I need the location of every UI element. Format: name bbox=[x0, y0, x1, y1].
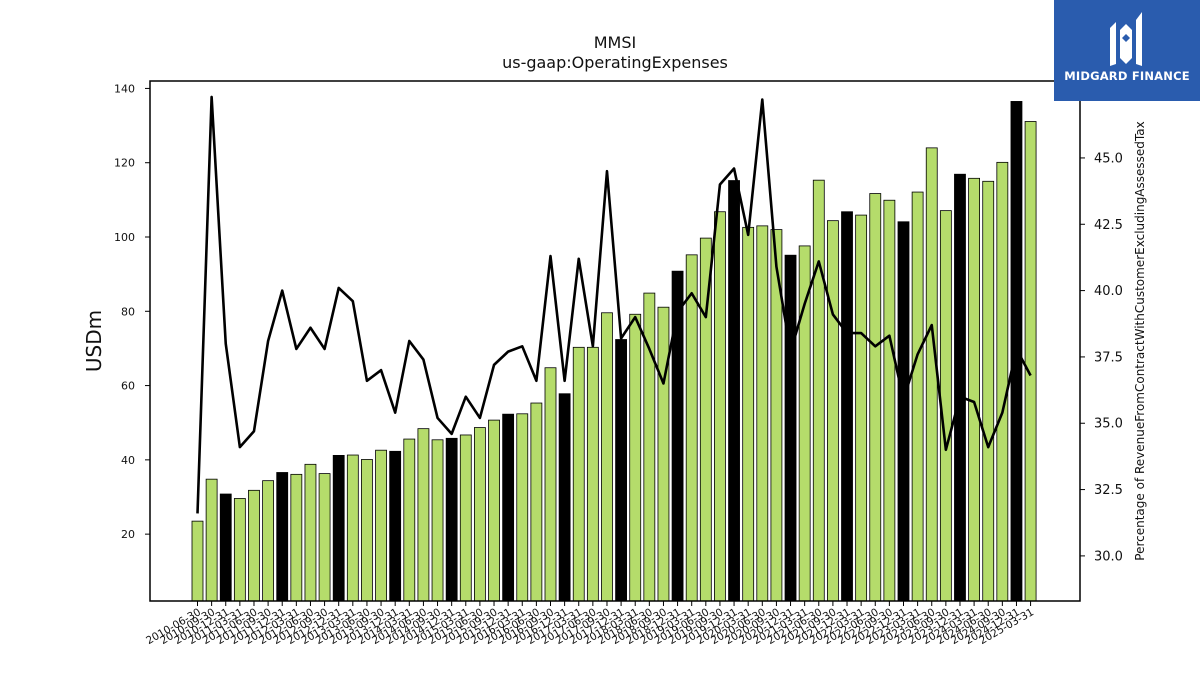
y-axis-label: USDm bbox=[82, 310, 106, 372]
bar bbox=[798, 245, 811, 602]
logo-text: MIDGARD FINANCE bbox=[1064, 69, 1190, 83]
bar bbox=[318, 473, 331, 602]
left-axis: 20 40 60 80 100 120 140 bbox=[114, 82, 150, 541]
y-tick-label: 60 bbox=[121, 380, 135, 393]
bar bbox=[728, 180, 740, 602]
bar bbox=[219, 493, 232, 602]
bar-series bbox=[191, 101, 1037, 602]
bar bbox=[346, 454, 359, 602]
bar bbox=[968, 177, 980, 602]
bar bbox=[304, 463, 317, 602]
bar bbox=[671, 270, 684, 602]
bar bbox=[911, 191, 924, 602]
bar bbox=[572, 346, 585, 602]
y-tick-label: 120 bbox=[114, 157, 135, 170]
y2-tick-label: 40.0 bbox=[1094, 284, 1123, 299]
x-axis: 2010-06-302010-09-302010-12-312011-03-31… bbox=[144, 601, 1036, 647]
bar bbox=[897, 221, 910, 602]
y2-tick-label: 32.5 bbox=[1094, 483, 1123, 498]
bar bbox=[445, 437, 458, 602]
y2-tick-label: 45.0 bbox=[1094, 151, 1123, 166]
bar bbox=[954, 173, 966, 602]
bar bbox=[629, 313, 642, 602]
bar bbox=[1024, 121, 1037, 602]
y-tick-label: 100 bbox=[114, 231, 135, 244]
bar bbox=[488, 419, 500, 602]
bar bbox=[558, 393, 571, 602]
bar bbox=[361, 459, 373, 602]
right-axis: 30.032.535.037.540.042.545.047.5 bbox=[1080, 85, 1123, 564]
bar bbox=[417, 428, 430, 602]
bar bbox=[869, 193, 882, 602]
bar bbox=[530, 402, 543, 602]
bar bbox=[827, 220, 839, 602]
bar bbox=[544, 367, 557, 602]
plot-frame bbox=[149, 80, 1081, 602]
bar bbox=[685, 254, 698, 602]
bar bbox=[982, 180, 995, 602]
bar bbox=[332, 454, 345, 602]
y2-tick-label: 37.5 bbox=[1094, 350, 1123, 365]
bar bbox=[248, 489, 260, 602]
bar bbox=[191, 520, 204, 602]
y2-tick-label: 42.5 bbox=[1094, 218, 1123, 233]
y2-tick-label: 30.0 bbox=[1094, 549, 1123, 564]
percentage-line bbox=[196, 95, 1032, 514]
bar bbox=[615, 339, 627, 602]
y-tick-label: 20 bbox=[121, 528, 135, 541]
bar bbox=[855, 214, 868, 602]
bar bbox=[205, 478, 218, 602]
bar bbox=[389, 450, 402, 602]
brand-logo: MIDGARD FINANCE bbox=[1054, 0, 1200, 101]
bar bbox=[403, 438, 416, 602]
bar bbox=[784, 254, 797, 602]
bar bbox=[459, 434, 472, 602]
bar bbox=[601, 312, 613, 602]
y-tick-label: 140 bbox=[114, 82, 135, 95]
bar bbox=[742, 226, 755, 602]
bar bbox=[925, 147, 938, 602]
bar bbox=[841, 211, 853, 602]
line-series-layer bbox=[196, 95, 1032, 514]
bar bbox=[233, 498, 246, 602]
bar bbox=[714, 211, 726, 602]
bar bbox=[375, 449, 387, 602]
y-tick-label: 80 bbox=[121, 305, 135, 318]
bar bbox=[502, 413, 515, 602]
chart-title: MMSI bbox=[594, 33, 636, 52]
y-tick-label: 40 bbox=[121, 454, 135, 467]
midgard-logo-icon bbox=[1110, 12, 1142, 66]
y2-tick-label: 35.0 bbox=[1094, 417, 1123, 432]
bar bbox=[473, 427, 486, 602]
bar bbox=[586, 346, 599, 602]
bar bbox=[996, 161, 1009, 602]
bar bbox=[883, 199, 896, 602]
bar bbox=[516, 413, 529, 602]
bar bbox=[290, 473, 303, 602]
bar bbox=[276, 472, 289, 602]
y2-axis-label: Percentage of RevenueFromContractWithCus… bbox=[1133, 121, 1147, 560]
bar bbox=[756, 225, 769, 602]
bar bbox=[657, 306, 670, 602]
chart-subtitle: us-gaap:OperatingExpenses bbox=[502, 53, 728, 72]
bar bbox=[262, 480, 275, 602]
bar bbox=[431, 439, 444, 602]
bar bbox=[812, 179, 825, 602]
